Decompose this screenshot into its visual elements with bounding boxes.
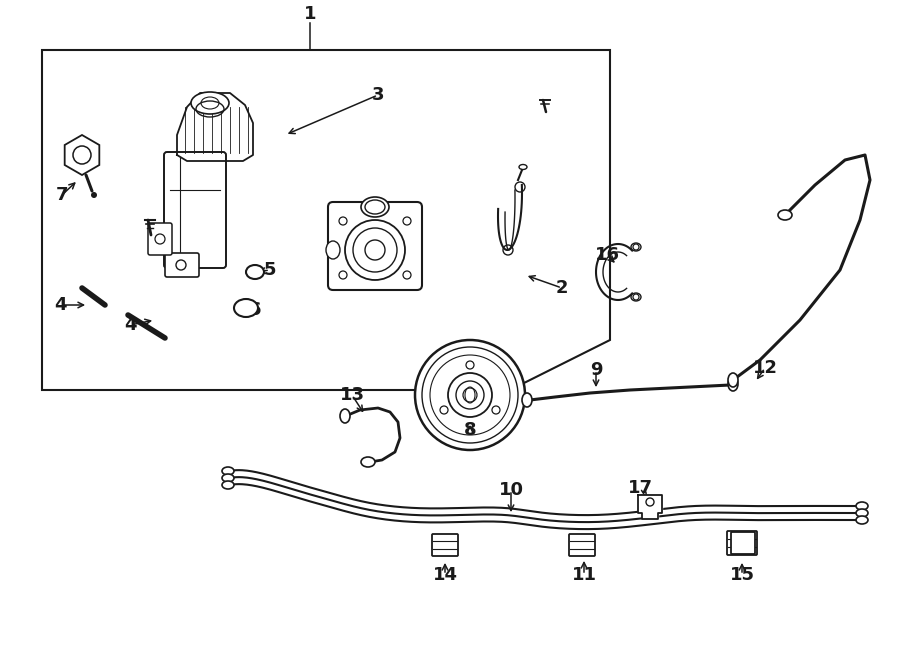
Text: 12: 12 xyxy=(752,359,778,377)
Ellipse shape xyxy=(361,197,389,217)
Ellipse shape xyxy=(222,474,234,482)
Ellipse shape xyxy=(522,393,532,407)
FancyBboxPatch shape xyxy=(328,202,422,290)
Text: 9: 9 xyxy=(590,361,602,379)
Ellipse shape xyxy=(191,92,229,114)
Circle shape xyxy=(403,217,411,225)
Ellipse shape xyxy=(856,509,868,517)
Ellipse shape xyxy=(728,373,738,387)
Circle shape xyxy=(440,406,448,414)
Ellipse shape xyxy=(361,457,375,467)
Text: 7: 7 xyxy=(56,186,68,204)
Ellipse shape xyxy=(222,481,234,489)
Ellipse shape xyxy=(728,377,738,391)
Ellipse shape xyxy=(234,299,258,317)
FancyBboxPatch shape xyxy=(727,531,757,555)
Text: 4: 4 xyxy=(54,296,67,314)
Circle shape xyxy=(646,498,654,506)
Polygon shape xyxy=(65,135,99,175)
Ellipse shape xyxy=(631,243,641,251)
Polygon shape xyxy=(177,93,253,161)
Ellipse shape xyxy=(340,409,350,423)
Polygon shape xyxy=(638,495,662,519)
FancyBboxPatch shape xyxy=(432,534,458,556)
Ellipse shape xyxy=(631,293,641,301)
Ellipse shape xyxy=(326,241,340,259)
Text: 4: 4 xyxy=(124,316,136,334)
Text: 8: 8 xyxy=(464,421,476,439)
FancyBboxPatch shape xyxy=(148,223,172,255)
Circle shape xyxy=(403,271,411,279)
Text: 15: 15 xyxy=(730,566,754,584)
Circle shape xyxy=(339,217,347,225)
Circle shape xyxy=(91,192,97,198)
Text: 6: 6 xyxy=(248,301,261,319)
Text: 13: 13 xyxy=(339,386,365,404)
Ellipse shape xyxy=(856,502,868,510)
Circle shape xyxy=(466,361,474,369)
FancyBboxPatch shape xyxy=(569,534,595,556)
Text: 2: 2 xyxy=(556,279,568,297)
Text: 16: 16 xyxy=(595,246,619,264)
Text: 10: 10 xyxy=(499,481,524,499)
Text: 14: 14 xyxy=(433,566,457,584)
Text: 1: 1 xyxy=(304,5,316,23)
Circle shape xyxy=(365,240,385,260)
Ellipse shape xyxy=(246,265,264,279)
Text: 3: 3 xyxy=(372,86,384,104)
Ellipse shape xyxy=(222,467,234,475)
FancyBboxPatch shape xyxy=(165,253,199,277)
Text: 11: 11 xyxy=(572,566,597,584)
Circle shape xyxy=(415,340,525,450)
Ellipse shape xyxy=(778,210,792,220)
Text: 17: 17 xyxy=(627,479,652,497)
Circle shape xyxy=(448,373,492,417)
Text: 5: 5 xyxy=(264,261,276,279)
Circle shape xyxy=(492,406,500,414)
Circle shape xyxy=(339,271,347,279)
FancyBboxPatch shape xyxy=(164,152,226,268)
FancyBboxPatch shape xyxy=(731,532,755,554)
Ellipse shape xyxy=(856,516,868,524)
